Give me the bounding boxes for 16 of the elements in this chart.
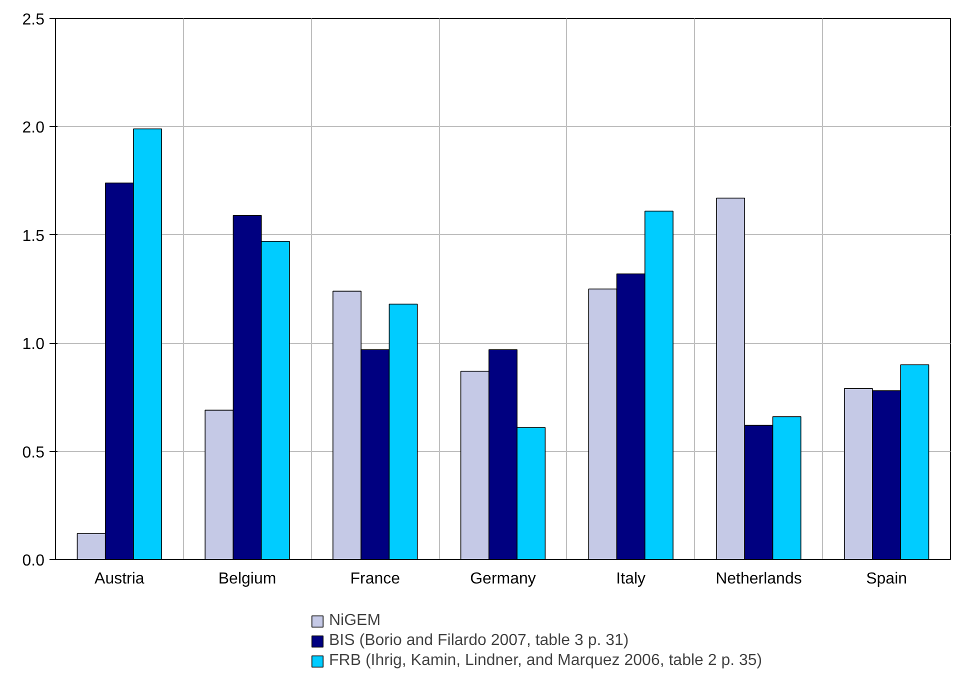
x-tick-label: Spain: [866, 570, 908, 588]
x-tick-label: Belgium: [218, 570, 276, 588]
y-tick-label: 2.0: [22, 120, 45, 137]
y-tick-label: 1.0: [22, 336, 45, 354]
y-tick-label: 0.5: [22, 444, 45, 462]
x-tick-label: Germany: [470, 570, 536, 588]
legend-label: FRB (Ihrig, Kamin, Lindner, and Marquez 2006, table 2 p. 35): [329, 652, 762, 670]
y-tick-label: 0.0: [22, 552, 45, 570]
y-tick-label: 1.5: [22, 228, 45, 245]
legend-label: NiGEM: [329, 612, 381, 630]
legend-label: BIS (Borio and Filardo 2007, table 3 p. 31): [329, 632, 629, 650]
x-tick-label: Netherlands: [716, 570, 802, 588]
x-tick-label: France: [350, 570, 400, 588]
y-tick-label: 2.5: [22, 12, 45, 28]
x-tick-label: Austria: [94, 570, 144, 588]
x-tick-label: Italy: [616, 570, 646, 588]
